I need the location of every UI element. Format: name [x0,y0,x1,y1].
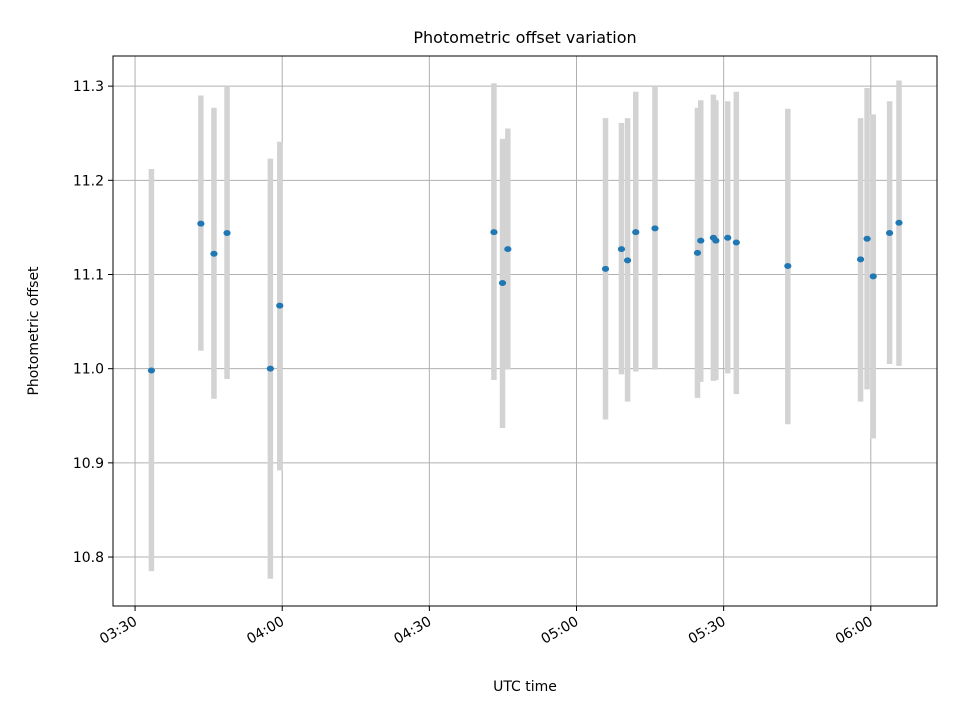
x-tick-label: 03:30 [97,614,140,648]
data-point [147,367,156,374]
x-tick-label: 05:30 [686,614,729,648]
y-tick-label: 11.1 [73,267,104,283]
data-point [869,273,877,280]
data-point [623,257,632,264]
plot-frame [112,55,938,607]
data-point [693,249,702,256]
data-point [784,263,792,270]
x-tick-label: 04:30 [391,614,434,648]
y-grid [113,85,937,558]
data-points [147,219,903,374]
y-tick-label: 11.3 [73,79,104,95]
y-axis-label: Photometric offset [26,266,42,396]
data-point [617,246,626,253]
y-tick-label: 10.9 [73,456,104,472]
data-point [632,229,640,236]
y-tick-label: 10.8 [73,550,104,566]
data-point [266,365,274,372]
data-point [197,220,205,227]
error-bars [148,80,902,579]
x-tick-label: 06:00 [833,614,876,648]
data-point [504,246,512,253]
x-axis-label: UTC time [493,679,557,695]
x-axis-ticks: 03:30 04:00 04:30 05:00 05:30 06:00 [97,606,876,648]
x-tick-label: 05:00 [539,614,582,648]
data-point [885,230,894,237]
data-point [490,229,498,236]
data-point [651,225,659,232]
y-tick-label: 11.0 [73,362,104,378]
y-axis-ticks: 10.8 10.9 11.0 11.1 11.2 11.3 [73,79,113,566]
data-point [732,239,740,246]
data-point [498,279,507,286]
data-point [712,237,720,244]
data-point [210,250,218,257]
x-tick-label: 04:00 [244,614,287,648]
data-point [697,237,705,244]
data-point [863,235,871,242]
data-point [276,302,284,309]
y-tick-label: 11.2 [73,173,104,189]
data-point [724,234,732,241]
data-point [895,219,903,226]
chart-title: Photometric offset variation [413,28,636,47]
data-point [223,230,231,237]
data-point [601,265,610,272]
data-point [856,256,865,263]
